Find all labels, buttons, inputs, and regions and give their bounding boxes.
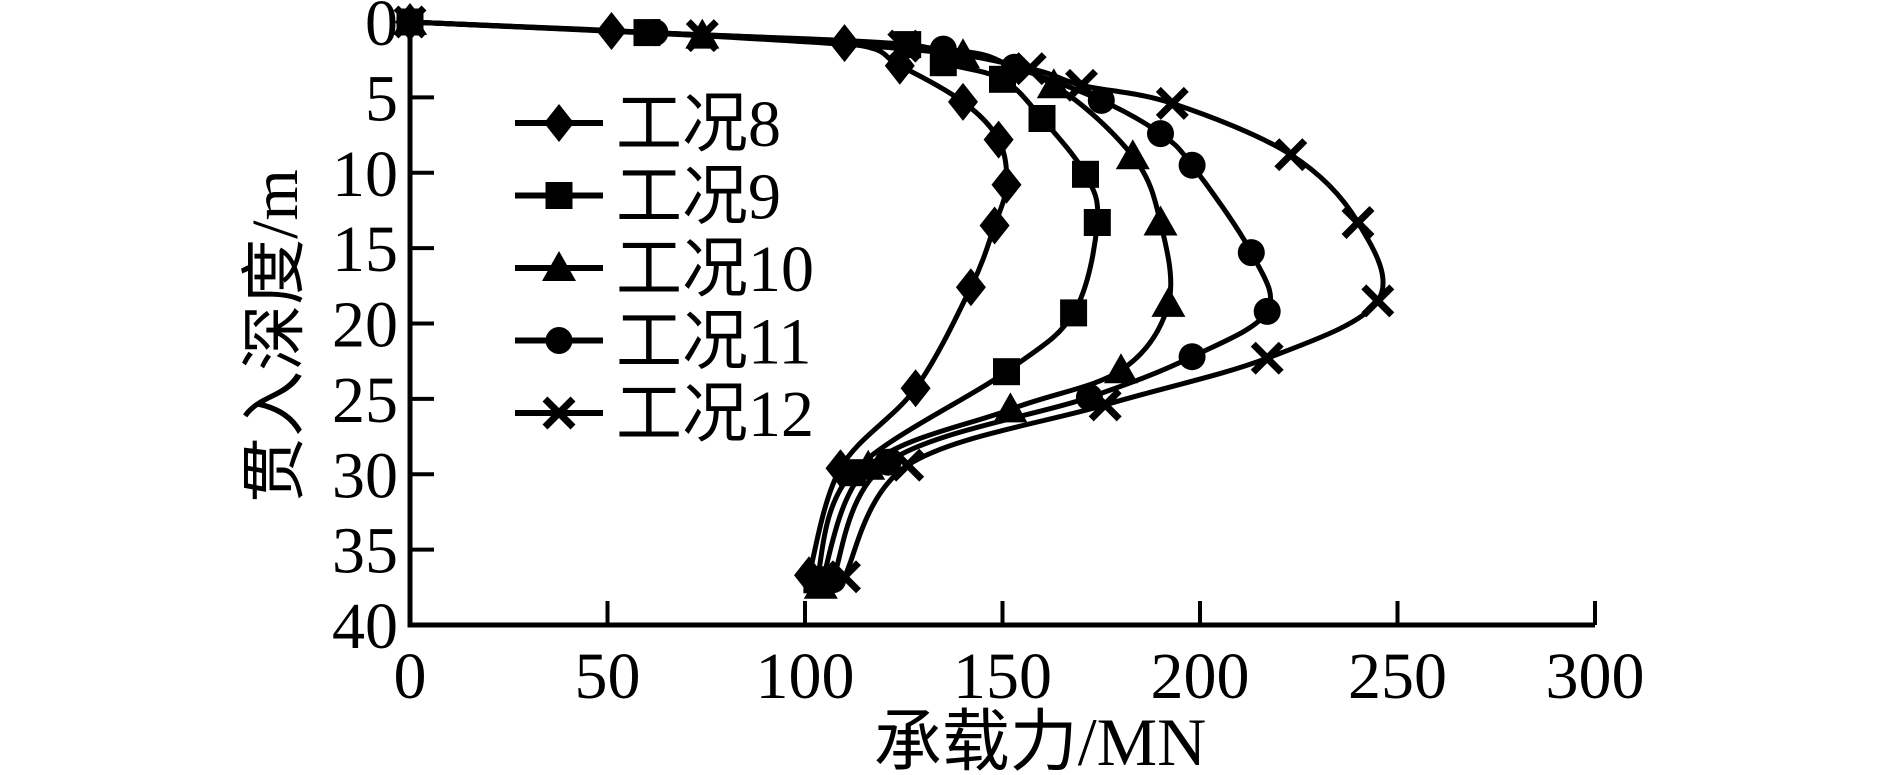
circle-marker [1237, 239, 1265, 267]
cross-marker [887, 29, 921, 63]
cross-marker [1250, 341, 1284, 375]
square-marker [545, 182, 573, 209]
legend-label: 工况11 [616, 306, 812, 379]
cross-marker [1274, 138, 1308, 172]
diamond-marker [955, 268, 986, 307]
cross-marker [1341, 206, 1375, 239]
legend-item-1: 工况9 [515, 161, 781, 234]
circle-marker [1178, 151, 1206, 179]
circle-marker [1075, 383, 1103, 411]
x-tick-label: 150 [953, 640, 1052, 713]
cross-marker [1013, 52, 1047, 86]
x-tick-label: 250 [1348, 640, 1447, 713]
x-tick-label: 0 [394, 640, 427, 713]
x-tick-label: 100 [756, 640, 855, 713]
legend-item-3: 工况11 [515, 306, 812, 379]
circle-marker [545, 327, 573, 354]
circle-marker [1178, 343, 1206, 371]
triangle-marker [1104, 353, 1138, 384]
square-marker [1060, 299, 1088, 327]
legend-label: 工况12 [616, 378, 814, 451]
y-tick-label: 5 [365, 62, 398, 135]
triangle-marker [1151, 286, 1186, 317]
legend-item-4: 工况12 [515, 378, 814, 451]
triangle-marker [542, 251, 576, 281]
diamond-marker [979, 206, 1010, 245]
square-marker [1028, 105, 1056, 132]
cross-marker [542, 396, 576, 430]
y-tick-label: 10 [332, 138, 398, 211]
diamond-marker [948, 82, 978, 121]
legend-label: 工况8 [616, 88, 781, 161]
series-markers-4 [393, 5, 1395, 594]
x-tick-label: 200 [1151, 640, 1250, 713]
cross-marker [1361, 284, 1395, 318]
square-marker [1072, 160, 1099, 188]
diamond-marker [983, 120, 1014, 159]
cross-marker [891, 448, 925, 482]
square-marker [1083, 209, 1111, 236]
y-axis-title: 贯入深度/m [239, 169, 312, 503]
x-tick-label: 50 [575, 640, 641, 713]
x-tick-label: 300 [1546, 640, 1645, 713]
y-tick-label: 0 [365, 0, 398, 60]
y-tick-label: 40 [332, 590, 398, 663]
series-line-4 [409, 19, 1386, 579]
legend-item-2: 工况10 [515, 233, 814, 306]
y-tick-label: 35 [332, 515, 398, 588]
y-tick-label: 15 [332, 213, 398, 286]
diamond-marker [544, 104, 574, 142]
circle-marker [1147, 120, 1174, 148]
series-4 [393, 5, 1395, 594]
cross-marker [1065, 68, 1098, 102]
y-tick-label: 20 [332, 289, 398, 362]
square-marker [993, 358, 1020, 386]
cross-marker [828, 560, 861, 594]
y-tick-label: 25 [332, 364, 398, 437]
triangle-marker [1115, 139, 1150, 170]
cross-marker [1155, 86, 1189, 120]
legend-label: 工况10 [616, 233, 814, 306]
cross-marker [393, 5, 427, 39]
series-line-3 [409, 19, 1274, 581]
cross-marker [1088, 388, 1122, 422]
circle-marker [1253, 297, 1281, 325]
y-tick-label: 30 [332, 439, 398, 512]
axes-spines [407, 22, 1595, 628]
diamond-marker [900, 369, 931, 408]
diamond-marker [991, 165, 1022, 204]
cross-marker [685, 19, 719, 53]
x-axis-title: 承载力/MN [873, 704, 1207, 775]
legend-label: 工况9 [616, 161, 781, 234]
triangle-marker [1143, 205, 1178, 236]
legend-item-0: 工况8 [515, 88, 781, 161]
